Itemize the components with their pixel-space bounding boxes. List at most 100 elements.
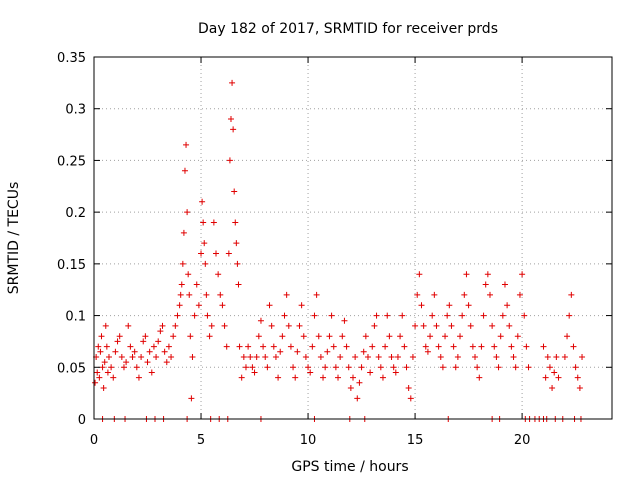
data-point [315, 333, 322, 340]
data-point [266, 302, 273, 309]
x-tick-label: 10 [300, 433, 317, 448]
data-point [450, 343, 457, 350]
data-point [229, 79, 236, 86]
data-point [260, 343, 267, 350]
y-tick-label: 0.1 [65, 310, 86, 325]
chart-title: Day 182 of 2017, SRMTID for receiver prd… [198, 21, 498, 37]
data-point [148, 369, 155, 376]
data-point [504, 302, 511, 309]
data-point [210, 219, 217, 226]
data-point [360, 348, 367, 355]
data-point [118, 353, 125, 360]
x-axis-title: GPS time / hours [291, 459, 408, 475]
y-tick-label: 0.15 [57, 258, 86, 273]
data-point [435, 343, 442, 350]
data-point [96, 374, 103, 381]
data-point [549, 384, 556, 391]
data-point [131, 348, 138, 355]
data-point [317, 353, 324, 360]
data-point [202, 260, 209, 267]
data-point [335, 374, 342, 381]
data-point [104, 369, 111, 376]
data-point [92, 379, 99, 386]
data-point [249, 364, 256, 371]
data-point [144, 359, 151, 366]
data-point [231, 188, 238, 195]
data-point [188, 395, 195, 402]
data-point [225, 250, 232, 257]
data-point [401, 343, 408, 350]
data-point [412, 322, 419, 329]
data-point [444, 312, 451, 319]
data-point [379, 374, 386, 381]
data-point [352, 353, 359, 360]
data-point [187, 333, 194, 340]
data-point [326, 333, 333, 340]
data-point [394, 353, 401, 360]
data-point [429, 312, 436, 319]
data-point [375, 353, 382, 360]
data-point [135, 374, 142, 381]
data-point [189, 353, 196, 360]
data-point [161, 348, 168, 355]
data-point [347, 384, 354, 391]
data-point [129, 353, 136, 360]
data-point [294, 348, 301, 355]
data-point [579, 353, 586, 360]
data-point [179, 260, 186, 267]
data-point [495, 364, 502, 371]
data-point [112, 348, 119, 355]
data-point [514, 333, 521, 340]
data-point [234, 260, 241, 267]
x-tick-label: 15 [407, 433, 424, 448]
data-point [322, 364, 329, 371]
data-point [510, 353, 517, 360]
data-point [461, 291, 468, 298]
data-point [491, 343, 498, 350]
data-point [367, 369, 374, 376]
data-point [108, 364, 115, 371]
data-point [191, 312, 198, 319]
data-points [92, 79, 586, 422]
data-point [457, 333, 464, 340]
data-point [521, 312, 528, 319]
data-point [270, 343, 277, 350]
x-tick-label: 5 [197, 433, 205, 448]
data-point [133, 364, 140, 371]
data-point [499, 312, 506, 319]
data-point [142, 333, 149, 340]
data-point [125, 322, 132, 329]
data-point [448, 322, 455, 329]
data-point [373, 312, 380, 319]
data-point [407, 395, 414, 402]
data-point [437, 353, 444, 360]
data-point [157, 328, 164, 335]
data-point [574, 374, 581, 381]
data-point [324, 348, 331, 355]
data-point [208, 322, 215, 329]
data-point [290, 364, 297, 371]
data-point [97, 348, 104, 355]
data-point [313, 291, 320, 298]
data-point [305, 364, 312, 371]
data-point [463, 271, 470, 278]
data-point [238, 374, 245, 381]
data-point [247, 353, 254, 360]
data-point [555, 374, 562, 381]
data-point [168, 353, 175, 360]
data-point [542, 374, 549, 381]
data-point [203, 291, 210, 298]
data-point [384, 312, 391, 319]
data-point [309, 343, 316, 350]
data-point [100, 384, 107, 391]
data-point [399, 312, 406, 319]
data-point [174, 312, 181, 319]
data-point [105, 353, 112, 360]
data-point [568, 291, 575, 298]
x-tick-labels: 0 5 10 15 20 [90, 433, 531, 448]
data-point [465, 302, 472, 309]
data-point [369, 343, 376, 350]
data-point [292, 374, 299, 381]
plot-frame [93, 56, 613, 420]
data-point [397, 333, 404, 340]
